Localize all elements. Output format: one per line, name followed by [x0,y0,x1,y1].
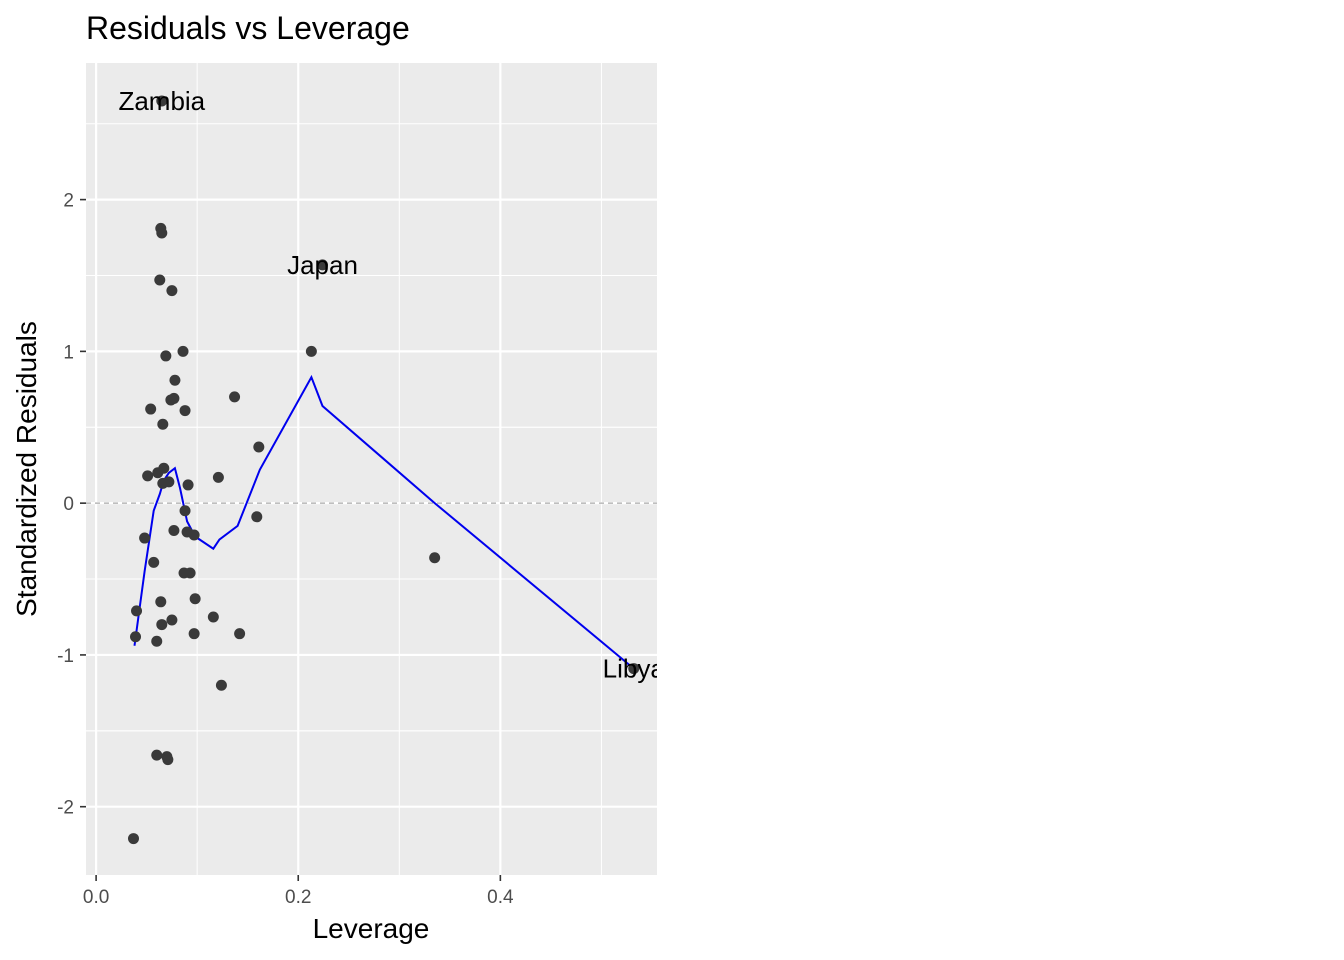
grid-minor [86,63,657,875]
x-tick-label: 0.2 [285,887,311,908]
data-point [162,754,174,766]
data-point [166,614,178,626]
data-point [142,470,154,482]
data-point [229,391,241,403]
data-point [154,274,166,286]
x-axis-ticks: 0.0 0.2 0.4 [83,875,514,908]
data-point [145,403,157,415]
y-tick-label: 2 [63,191,74,212]
data-point [188,628,200,640]
data-point [253,441,265,453]
y-tick-label: -1 [57,646,74,667]
data-point [151,635,163,647]
y-tick-label: 0 [63,494,74,515]
data-point [184,567,196,579]
data-point [166,285,178,297]
data-point [207,611,219,623]
data-point [628,663,640,675]
data-point [157,477,169,489]
data-point [156,619,168,631]
x-tick-label: 0.0 [83,887,109,908]
data-point [148,556,160,568]
data-point [179,505,191,517]
y-axis-title: Standardized Residuals [11,321,42,617]
data-point [169,374,181,386]
chart-title: Residuals vs Leverage [86,10,410,46]
data-point [168,524,180,536]
data-point [429,552,441,564]
data-point [179,405,191,417]
data-point [131,605,143,617]
data-point [182,479,194,491]
data-point [212,471,224,483]
data-point [151,749,163,761]
plot-panel [86,63,657,875]
data-point [156,95,168,107]
data-point [189,593,201,605]
annotations-group: Zambia Japan Libya [118,86,666,684]
data-point [251,511,263,523]
data-point [152,467,164,479]
data-point [157,418,169,430]
x-axis-title: Leverage [313,913,430,944]
data-point [130,631,142,643]
data-point [177,345,189,357]
y-tick-label: 1 [63,342,74,363]
point-label: Libya [603,654,666,684]
data-point [188,529,200,541]
data-point [127,833,139,845]
point-label: Japan [287,250,358,280]
data-point [316,259,328,271]
data-point [305,345,317,357]
plot-layer: Zambia Japan Libya [86,86,666,845]
data-point [160,350,172,362]
point-label: Zambia [118,86,205,116]
y-tick-label: -2 [57,798,74,819]
data-point [155,596,167,608]
data-point [139,532,151,544]
points-group [127,95,640,845]
data-point [234,628,246,640]
data-point [156,227,168,239]
data-point [215,679,227,691]
data-point [165,394,177,406]
x-tick-label: 0.4 [487,887,514,908]
y-axis-ticks: -2 -1 0 1 2 [57,191,86,819]
